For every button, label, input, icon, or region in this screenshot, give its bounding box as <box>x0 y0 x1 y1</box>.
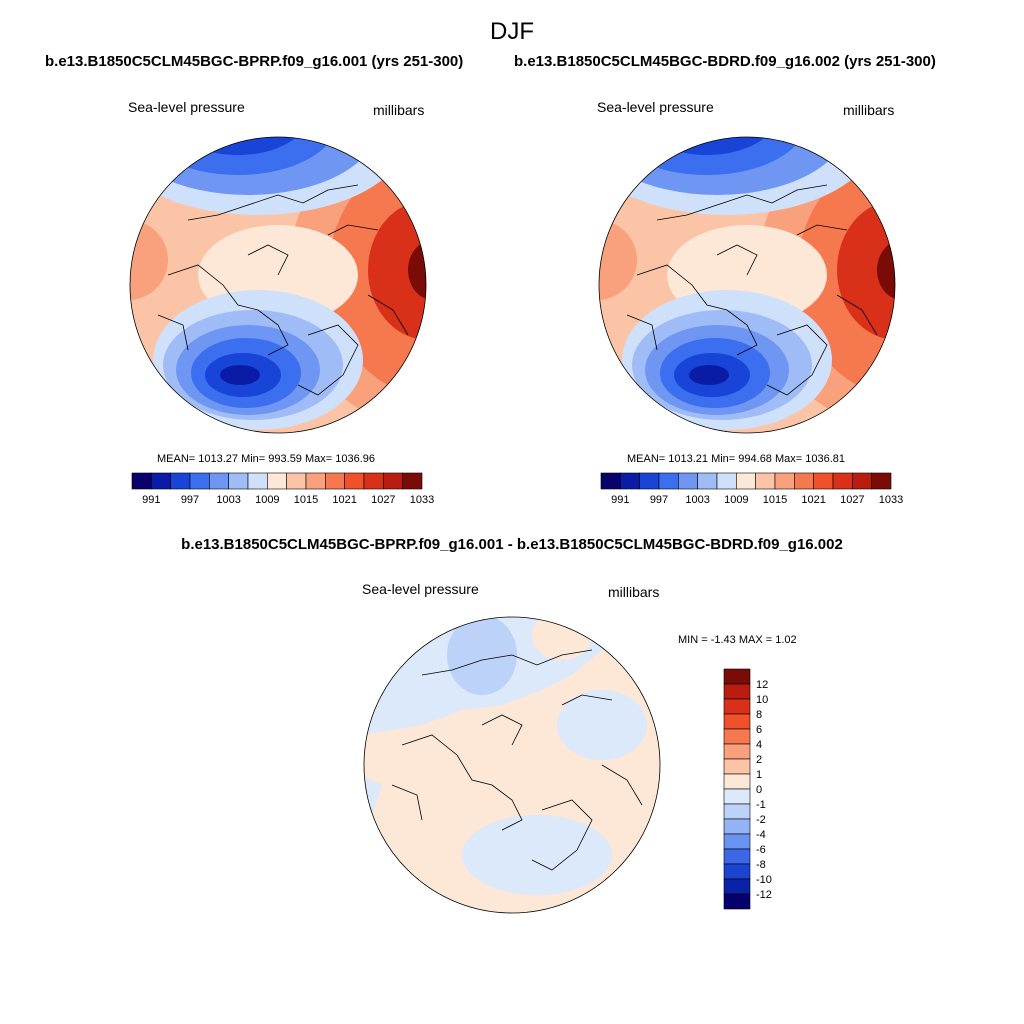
left-colorbar-label: 997 <box>181 494 199 506</box>
left-colorbar-label: 1015 <box>294 494 318 506</box>
right-colorbar-box <box>678 472 698 490</box>
right-variable-label: Sea-level pressure <box>597 99 714 115</box>
diff-colorbar-label: 10 <box>756 694 768 706</box>
right-colorbar-box <box>658 472 679 490</box>
right-colorbar-box <box>813 472 834 490</box>
right-stats: MEAN= 1013.21 Min= 994.68 Max= 1036.81 <box>627 453 846 465</box>
diff-colorbar-label: -2 <box>756 814 766 826</box>
diff-colorbar-box <box>723 803 751 820</box>
diff-colorbar-box <box>723 893 751 910</box>
left-colorbar-label: 1021 <box>332 494 356 506</box>
diff-units-label: millibars <box>608 584 660 600</box>
right-colorbar-label: 1033 <box>879 494 903 506</box>
right-colorbar-box <box>832 472 853 490</box>
right-colorbar-box <box>871 472 892 490</box>
left-stats: MEAN= 1013.27 Min= 993.59 Max= 1036.96 <box>157 453 376 465</box>
diff-colorbar-box <box>723 743 751 760</box>
diff-colorbar-label: 1 <box>756 769 762 781</box>
left-colorbar-box <box>363 472 384 490</box>
diff-colorbar-box <box>723 863 751 880</box>
diff-variable-label: Sea-level pressure <box>362 581 479 597</box>
diff-colorbar-label: -4 <box>756 829 766 841</box>
left-variable-label: Sea-level pressure <box>128 99 245 115</box>
diff-colorbar-label: -1 <box>756 799 766 811</box>
right-colorbar: 991 997 1003 1009 1015 1021 1027 1033 <box>600 472 903 506</box>
left-colorbar-label: 1003 <box>216 494 240 506</box>
diff-colorbar-box <box>723 848 751 865</box>
diff-colorbar-box <box>723 668 751 685</box>
right-colorbar-box <box>736 472 756 490</box>
right-colorbar-label: 997 <box>650 494 668 506</box>
left-colorbar-label: 1027 <box>371 494 395 506</box>
diff-colorbar-box <box>723 773 751 790</box>
right-colorbar-box <box>755 472 776 490</box>
right-colorbar-box <box>600 472 621 490</box>
right-colorbar-box <box>716 472 737 490</box>
diff-colorbar-box <box>723 713 751 730</box>
right-colorbar-box <box>620 472 640 490</box>
left-colorbar-box <box>383 472 403 490</box>
right-colorbar-label: 1027 <box>840 494 864 506</box>
left-colorbar-box <box>209 472 229 490</box>
left-colorbar-box <box>344 472 365 490</box>
left-colorbar-box <box>402 472 423 490</box>
right-colorbar-label: 1003 <box>685 494 709 506</box>
left-colorbar-box <box>286 472 307 490</box>
diff-colorbar-label: 2 <box>756 754 762 766</box>
diff-colorbar-box <box>723 818 751 835</box>
diff-polar-map <box>363 616 661 914</box>
left-colorbar-box <box>305 472 326 490</box>
left-polar-map <box>129 136 427 434</box>
left-colorbar-box <box>189 472 210 490</box>
right-colorbar-label: 1021 <box>801 494 825 506</box>
right-colorbar-label: 991 <box>611 494 629 506</box>
left-colorbar: 991 997 1003 1009 1015 1021 1027 1033 <box>131 472 434 506</box>
diff-colorbar-box <box>723 833 751 850</box>
diff-colorbar-box <box>723 698 751 715</box>
left-colorbar-label: 991 <box>142 494 160 506</box>
right-colorbar-label: 1009 <box>724 494 748 506</box>
season-title: DJF <box>490 18 534 45</box>
right-colorbar-box <box>639 472 660 490</box>
diff-colorbar-label: 12 <box>756 679 768 691</box>
difference-title: b.e13.B1850C5CLM45BGC-BPRP.f09_g16.001 -… <box>181 536 843 553</box>
right-units-label: millibars <box>843 102 895 118</box>
left-colorbar-box <box>228 472 249 490</box>
diff-colorbar-box <box>723 683 751 700</box>
diff-colorbar-label: 4 <box>756 739 762 751</box>
diff-colorbar-label: -10 <box>756 874 772 886</box>
right-colorbar-box <box>794 472 814 490</box>
right-run-title: b.e13.B1850C5CLM45BGC-BDRD.f09_g16.002 (… <box>514 53 936 70</box>
diff-colorbar-box <box>723 758 751 775</box>
diff-colorbar-label: -6 <box>756 844 766 856</box>
left-colorbar-label: 1033 <box>410 494 434 506</box>
diff-colorbar-box <box>723 878 751 895</box>
right-colorbar-label: 1015 <box>763 494 787 506</box>
diff-colorbar-box <box>723 728 751 745</box>
left-colorbar-box <box>170 472 191 490</box>
diff-colorbar-label: 0 <box>756 784 762 796</box>
right-polar-map <box>598 136 896 434</box>
left-colorbar-box <box>151 472 171 490</box>
left-colorbar-box <box>131 472 152 490</box>
left-colorbar-box <box>325 472 345 490</box>
diff-colorbar-label: 8 <box>756 709 762 721</box>
left-colorbar-box <box>267 472 287 490</box>
right-colorbar-box <box>852 472 872 490</box>
left-colorbar-box <box>247 472 268 490</box>
diff-colorbar-label: -12 <box>756 889 772 901</box>
diff-colorbar-label: -8 <box>756 859 766 871</box>
left-colorbar-label: 1009 <box>255 494 279 506</box>
diff-colorbar-box <box>723 788 751 805</box>
left-run-title: b.e13.B1850C5CLM45BGC-BPRP.f09_g16.001 (… <box>45 53 464 70</box>
diff-stats: MIN = -1.43 MAX = 1.02 <box>678 634 797 646</box>
right-colorbar-box <box>774 472 795 490</box>
diff-colorbar-label: 6 <box>756 724 762 736</box>
right-colorbar-box <box>697 472 718 490</box>
left-units-label: millibars <box>373 102 425 118</box>
